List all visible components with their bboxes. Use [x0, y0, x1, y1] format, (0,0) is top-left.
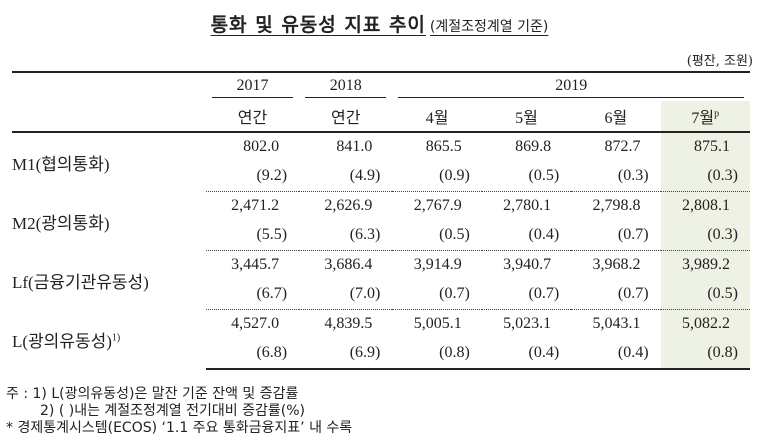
- header-corner: [12, 71, 206, 101]
- footnote-1: 주 : 1) L(광의유동성)은 말잔 기준 잔액 및 증감률: [6, 386, 299, 402]
- table-row-values: L(광의유동성)1) 4,527.0 4,839.5 5,005.1 5,023…: [12, 309, 750, 351]
- unit-label: (평잔, 조원): [686, 54, 753, 69]
- row-label: M1(협의통화): [12, 154, 110, 174]
- header-year-2018: 2018: [299, 71, 393, 101]
- table-title: 통화 및 유동성 지표 추이 (계절조정계열 기준): [0, 10, 759, 37]
- header-period: 5월: [481, 101, 572, 133]
- liquidity-table: 2017 2018 2019 연간 연간 4월 5월 6월 7월p M1(협의통…: [12, 71, 750, 370]
- footnotes: 주 : 1) L(광의유동성)은 말잔 기준 잔액 및 증감률 2) ( )내는…: [6, 386, 352, 437]
- header-period: 4월: [392, 101, 482, 133]
- table-row-values: M1(협의통화) 802.0 841.0 865.5 869.8 872.7 8…: [12, 132, 750, 174]
- title-main: 통화 및 유동성 지표 추이: [210, 14, 426, 36]
- preliminary-mark: p: [714, 108, 720, 120]
- header-period: 연간: [205, 101, 300, 133]
- table-row-growth: (5.5) (6.3) (0.5) (0.4) (0.7) (0.3): [12, 220, 750, 251]
- footnote-2: 2) ( )내는 계절조정계열 전기대비 증감률(%): [40, 403, 305, 419]
- table-row-values: Lf(금융기관유동성) 3,445.7 3,686.4 3,914.9 3,94…: [12, 250, 750, 292]
- header-period: 6월: [571, 101, 661, 133]
- row-label: M2(광의통화): [12, 213, 110, 233]
- row-label: L(광의유동성)1): [12, 331, 121, 351]
- header-year-2019: 2019: [392, 71, 750, 101]
- header-period-preliminary: 7월p: [660, 101, 750, 133]
- header-row-years: 2017 2018 2019: [12, 71, 750, 101]
- header-year-2017: 2017: [205, 71, 300, 101]
- header-period: 연간: [299, 101, 393, 133]
- table-row-growth: (9.2) (4.9) (0.9) (0.5) (0.3) (0.3): [12, 161, 750, 192]
- footnote-mark: 1): [111, 332, 121, 344]
- title-sub: (계절조정계열 기준): [429, 19, 549, 35]
- table-row-values: M2(광의통화) 2,471.2 2,626.9 2,767.9 2,780.1…: [12, 191, 750, 233]
- row-label: Lf(금융기관유동성): [12, 272, 149, 292]
- table-row-growth: (6.8) (6.9) (0.8) (0.4) (0.4) (0.8): [12, 338, 750, 370]
- source-note: * 경제통계시스템(ECOS) ‘1.1 주요 통화금융지표’ 내 수록: [6, 420, 353, 436]
- header-row-periods: 연간 연간 4월 5월 6월 7월p: [12, 101, 750, 133]
- table-row-growth: (6.7) (7.0) (0.7) (0.7) (0.7) (0.5): [12, 279, 750, 310]
